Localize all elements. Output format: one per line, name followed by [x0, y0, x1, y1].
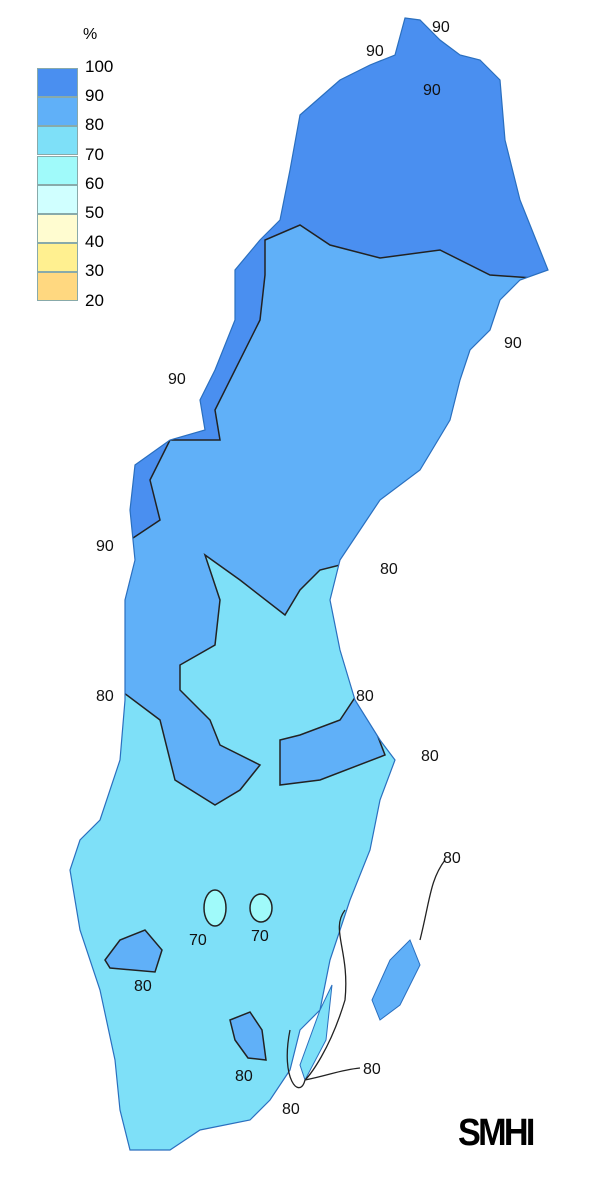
- zone-70-a: [203, 889, 227, 927]
- contour-label: 80: [443, 850, 461, 867]
- legend-swatch: [37, 97, 78, 127]
- legend-tick: 90: [85, 86, 104, 106]
- legend-tick: 20: [85, 290, 104, 310]
- contour-label: 80: [235, 1068, 253, 1085]
- legend-tick: 50: [85, 203, 104, 222]
- legend-swatch: [37, 155, 78, 185]
- contour-label: 90: [366, 43, 384, 60]
- legend-tick: 80: [85, 115, 104, 135]
- contour-label: 80: [356, 688, 374, 705]
- legend-tick: 40: [85, 232, 104, 252]
- zone-70-80: [70, 553, 548, 1150]
- zone-70-b: [249, 893, 273, 923]
- legend-tick: 30: [85, 261, 104, 281]
- contour-label: 80: [282, 1101, 300, 1118]
- contour-label: 80: [96, 688, 114, 705]
- legend-tick: 60: [85, 173, 104, 193]
- contour-label: 80: [421, 748, 439, 765]
- contour-label: 90: [423, 82, 441, 99]
- oland: [299, 984, 333, 1082]
- contour-label: 90: [168, 371, 186, 388]
- contour-label: 80: [363, 1061, 381, 1078]
- contour-label: 90: [432, 19, 450, 36]
- contour-label: 90: [504, 335, 522, 352]
- contour-label: 80: [134, 978, 152, 995]
- legend-swatch: [37, 243, 78, 273]
- legend-tick: 70: [85, 144, 104, 164]
- zone-80-west: [104, 929, 163, 973]
- legend-swatch: [37, 126, 78, 156]
- contour-label: 80: [380, 561, 398, 578]
- legend-tick: 100: [85, 57, 114, 76]
- legend-swatch: [37, 272, 78, 302]
- gotland: [371, 939, 421, 1021]
- legend-swatch: [37, 184, 78, 214]
- legend-swatch: [37, 214, 78, 243]
- contour-label: 70: [189, 932, 207, 949]
- legend-swatch: [37, 68, 78, 97]
- smhi-logo: SMHI: [458, 1112, 535, 1154]
- contour-label: 70: [251, 928, 269, 945]
- zone-80-south: [229, 1011, 267, 1061]
- contour-label: 90: [96, 538, 114, 555]
- legend-unit: %: [83, 26, 98, 43]
